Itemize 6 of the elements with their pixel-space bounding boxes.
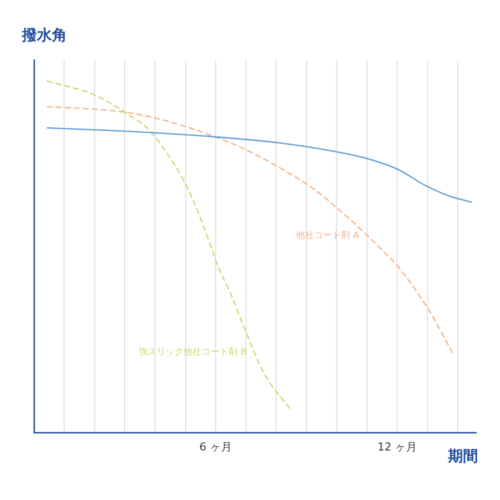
x-axis-title: 期間 xyxy=(448,447,478,466)
series-label: 他社コート剤 A xyxy=(296,230,360,242)
y-axis-title: 撥水角 xyxy=(22,26,67,45)
series-label: 強スリック他社コート剤 B xyxy=(138,346,247,358)
x-tick-label: 12 ヶ月 xyxy=(378,440,418,454)
x-tick-label: 6 ヶ月 xyxy=(199,440,232,454)
